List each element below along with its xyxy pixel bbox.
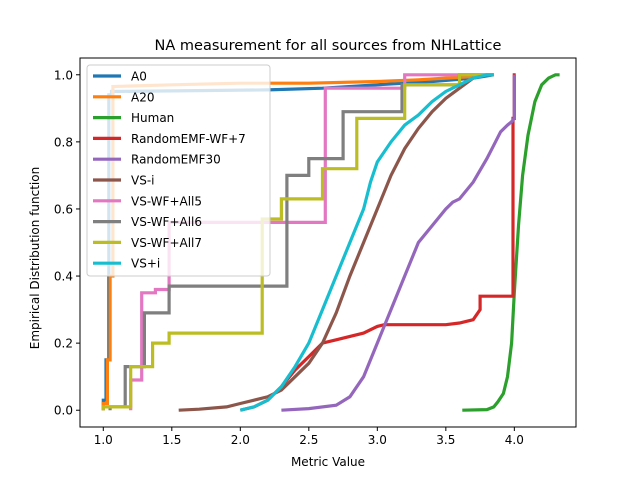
x-tick-label: 3.0 [368, 433, 387, 447]
y-tick-label: 0.2 [54, 337, 73, 351]
series-line-vs-wf-all7 [101, 73, 494, 411]
y-tick-label: 0.8 [54, 135, 73, 149]
series-line-randomemf30 [281, 74, 516, 412]
x-axis-label: Metric Value [291, 455, 365, 469]
y-tick-label: 1.0 [54, 68, 73, 82]
legend-label-vs-wf-all5: VS-WF+All5 [131, 194, 202, 208]
y-axis-label: Empirical Distribution function [28, 167, 42, 349]
x-tick-label: 1.0 [94, 433, 113, 447]
legend-label-a0: A0 [131, 70, 147, 84]
legend-label-human: Human [131, 111, 174, 125]
legend-box [86, 64, 271, 277]
y-tick-label: 0.6 [54, 202, 73, 216]
legend-label-a20: A20 [131, 90, 154, 104]
series-line-human [462, 73, 560, 412]
x-tick-label: 4.0 [505, 433, 524, 447]
legend-label-vs-wf-all7: VS-WF+All7 [131, 236, 202, 250]
x-tick-label: 1.5 [162, 433, 181, 447]
plot-frame [79, 57, 577, 428]
legend-label-vs-i: VS+i [131, 257, 160, 271]
x-tick-label: 2.5 [299, 433, 318, 447]
x-tick-label: 3.5 [436, 433, 455, 447]
series-line-vs-i [178, 73, 488, 412]
legend-label-randomemf30: RandomEMF30 [131, 153, 221, 167]
series-line-vs-wf-all6 [108, 73, 494, 411]
legend-label-randomemf-wf-7: RandomEMF-WF+7 [131, 132, 246, 146]
legend-label-vs-wf-all6: VS-WF+All6 [131, 215, 202, 229]
series-line-randomemf-wf-7 [239, 73, 516, 412]
legend-label-vs-i: VS-i [131, 174, 155, 188]
y-tick-label: 0.0 [54, 404, 73, 418]
chart-title: NA measurement for all sources from NHLa… [155, 38, 502, 54]
legend: A0 A20 Human RandomEMF-WF+7 RandomEMF30 VS-i V… [86, 64, 271, 277]
y-tick-label: 0.4 [54, 270, 73, 284]
x-tick-label: 2.0 [231, 433, 250, 447]
series-line-vs-i [239, 73, 494, 412]
